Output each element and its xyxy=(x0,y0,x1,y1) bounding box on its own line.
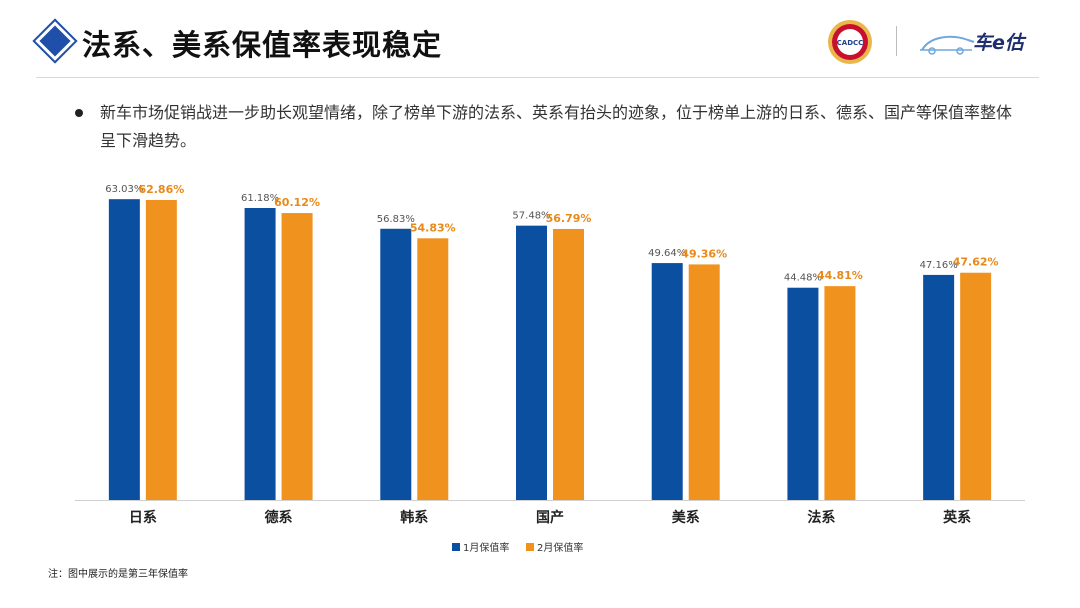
data-label: 57.48% xyxy=(512,211,550,222)
data-label: 47.62% xyxy=(953,256,999,269)
legend-label-1: 1月保值率 xyxy=(463,541,509,554)
legend-label-2: 2月保值率 xyxy=(537,541,583,554)
header-divider xyxy=(36,77,1039,78)
footnote: 注：图中展示的是第三年保值率 xyxy=(48,569,188,580)
diamond-icon xyxy=(39,25,71,57)
cadcc-logo: CADCC xyxy=(828,20,872,64)
data-label: 44.81% xyxy=(817,269,863,282)
legend-swatch-2 xyxy=(526,543,534,551)
data-label: 56.79% xyxy=(546,212,592,225)
cadcc-logo-text: CADCC xyxy=(837,39,864,47)
bar-2-美系 xyxy=(688,264,720,500)
data-label: 56.83% xyxy=(377,214,415,225)
description-text: 新车市场促销战进一步助长观望情绪，除了榜单下游的法系、英系有抬头的迹象，位于榜单… xyxy=(100,103,1013,150)
legend-swatch-1 xyxy=(452,543,460,551)
bar-chart: 63.03%62.86% 日系 61.18%60.12% 德系 56.83%54.83%… xyxy=(75,183,1025,554)
data-label: 47.16% xyxy=(920,260,958,271)
bar-1-法系 xyxy=(787,287,819,500)
bar-1-国产 xyxy=(516,225,547,500)
x-tick-label: 日系 xyxy=(129,509,157,526)
bar-2-国产 xyxy=(553,228,584,500)
data-label: 54.83% xyxy=(410,221,456,234)
x-tick-label: 韩系 xyxy=(400,509,428,526)
bar-2-日系 xyxy=(145,199,177,500)
data-label: 49.36% xyxy=(681,247,727,260)
header: 法系、美系保值率表现稳定 CADCC 车e估 xyxy=(0,0,1080,80)
bar-2-英系 xyxy=(960,272,992,500)
x-tick-label: 英系 xyxy=(942,509,971,526)
x-tick-label: 德系 xyxy=(265,509,293,526)
bar-1-韩系 xyxy=(380,228,412,500)
logo-divider xyxy=(896,26,897,56)
cheg-logo-text: 车e估 xyxy=(973,32,1024,54)
data-label: 61.18% xyxy=(241,193,279,204)
data-label: 63.03% xyxy=(105,184,143,195)
bar-2-德系 xyxy=(281,213,313,500)
bar-1-德系 xyxy=(244,208,276,500)
data-label: 60.12% xyxy=(274,196,320,209)
x-tick-label: 法系 xyxy=(807,509,835,526)
bar-1-美系 xyxy=(651,263,683,500)
data-label: 49.64% xyxy=(648,248,686,259)
data-label: 44.48% xyxy=(784,273,822,284)
x-tick-label: 国产 xyxy=(536,509,564,526)
bar-1-日系 xyxy=(108,199,140,501)
bar-1-英系 xyxy=(923,274,955,500)
bar-2-韩系 xyxy=(417,238,449,500)
car-logo-icon xyxy=(920,35,975,55)
x-tick-label: 美系 xyxy=(672,509,700,526)
bar-2-法系 xyxy=(824,286,856,500)
data-label: 62.86% xyxy=(138,183,184,196)
bullet-icon xyxy=(75,109,83,117)
page-title: 法系、美系保值率表现稳定 xyxy=(82,28,443,62)
